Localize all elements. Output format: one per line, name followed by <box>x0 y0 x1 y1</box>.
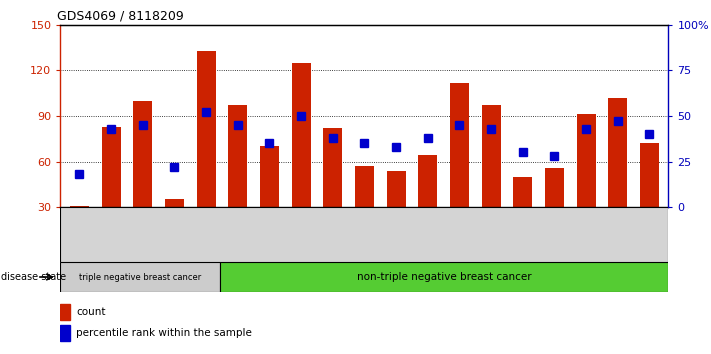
Bar <box>220 262 668 292</box>
Bar <box>450 82 469 207</box>
Bar <box>324 128 342 207</box>
Bar <box>545 167 564 207</box>
Text: GDS4069 / 8118209: GDS4069 / 8118209 <box>58 9 184 22</box>
Bar <box>387 171 405 207</box>
Bar <box>102 127 121 207</box>
Bar <box>165 200 184 207</box>
Bar <box>228 105 247 207</box>
Text: triple negative breast cancer: triple negative breast cancer <box>80 273 201 281</box>
Bar <box>640 143 659 207</box>
Text: percentile rank within the sample: percentile rank within the sample <box>76 328 252 338</box>
Bar <box>196 51 215 207</box>
Text: non-triple negative breast cancer: non-triple negative breast cancer <box>357 272 532 282</box>
Text: count: count <box>76 307 106 317</box>
Bar <box>355 166 374 207</box>
Bar <box>481 105 501 207</box>
Text: disease state: disease state <box>1 272 66 282</box>
Bar <box>260 146 279 207</box>
Bar <box>513 177 533 207</box>
Bar <box>70 206 89 207</box>
Bar <box>577 114 596 207</box>
Bar <box>133 101 152 207</box>
Bar <box>60 304 70 320</box>
Bar <box>60 262 220 292</box>
Bar <box>292 63 311 207</box>
Bar <box>418 155 437 207</box>
Bar <box>608 98 627 207</box>
Bar <box>60 325 70 341</box>
